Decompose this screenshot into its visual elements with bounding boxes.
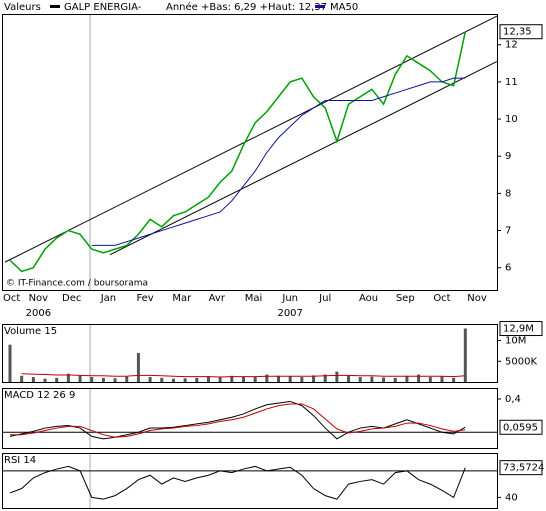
y-tick-label: 0,4 <box>505 394 521 405</box>
x-tick-label: Fev <box>136 293 153 304</box>
x-tick-label: Nov <box>467 293 487 304</box>
volume-bar <box>405 375 409 382</box>
last-value-box <box>499 24 543 40</box>
last-value-label: 12,9M <box>503 324 534 335</box>
series-line <box>91 77 466 246</box>
series-line <box>9 400 466 440</box>
volume-bar <box>241 376 245 382</box>
volume-bar <box>265 374 269 382</box>
volume-frame <box>2 324 498 383</box>
year-label: 2006 <box>26 308 51 319</box>
y-tick-label: 5000K <box>505 356 537 367</box>
volume-bar <box>206 376 210 382</box>
y-tick-label: 9 <box>505 151 511 162</box>
volume-bar <box>8 344 12 382</box>
x-tick-label: Jun <box>281 293 298 304</box>
volume-bar <box>323 374 327 382</box>
legend-label: MA50 <box>330 2 358 13</box>
volume-bar <box>90 377 94 382</box>
x-tick-label: Jan <box>100 293 116 304</box>
volume-bar <box>312 375 316 382</box>
volume-bar <box>358 377 362 382</box>
y-tick-label: 10M <box>505 336 526 347</box>
volume-bar <box>55 377 59 382</box>
volume-bar <box>78 375 82 382</box>
trend-line <box>4 15 498 263</box>
volume-bar <box>66 373 70 382</box>
panel-title: Volume 15 <box>4 326 57 337</box>
volume-bar <box>428 377 432 382</box>
volume-bar <box>417 374 421 382</box>
series-line <box>10 403 466 438</box>
legend-swatch <box>315 5 325 8</box>
last-value-label: 0,0595 <box>503 422 538 433</box>
x-tick-label: Dec <box>62 293 81 304</box>
x-tick-label: Sep <box>396 293 415 304</box>
volume-bar <box>300 377 304 382</box>
volume-bar <box>195 377 199 382</box>
x-tick-label: Avr <box>209 293 226 304</box>
x-tick-label: Oct <box>3 293 20 304</box>
year-label: 2007 <box>277 308 302 319</box>
x-tick-label: Mar <box>172 293 192 304</box>
series-line <box>9 31 467 273</box>
volume-bar <box>370 376 374 382</box>
volume-bar <box>347 375 351 382</box>
x-tick-label: Oct <box>433 293 450 304</box>
volume-bar <box>136 352 140 382</box>
volume-bar <box>125 376 129 382</box>
last-value-box <box>499 460 543 476</box>
watermark: © IT-Finance.com / boursorama <box>6 279 148 289</box>
y-tick-label: 8 <box>505 188 511 199</box>
volume-bar <box>113 378 117 382</box>
volume-bar <box>31 377 35 382</box>
last-value-box <box>499 321 543 337</box>
y-tick-label: 12 <box>505 40 518 51</box>
volume-bar <box>171 378 175 382</box>
volume-bar <box>20 375 24 382</box>
volume-bar <box>160 377 164 382</box>
volume-bar <box>218 377 222 382</box>
volume-bar <box>463 328 467 382</box>
legend-swatch <box>50 5 60 8</box>
chart-title: Valeurs <box>4 2 41 13</box>
last-value-label: 12,35 <box>503 27 532 38</box>
trend-line <box>109 61 498 256</box>
y-tick-label: 40 <box>505 492 518 503</box>
y-tick-label: 10 <box>505 114 518 125</box>
price-frame <box>2 14 498 291</box>
subtitle: Année +Bas: 6,29 +Haut: 12,37 <box>166 1 327 13</box>
series-line <box>21 373 466 378</box>
series-line <box>9 465 466 500</box>
x-tick-label: Aou <box>359 293 378 304</box>
last-value-box <box>499 419 543 435</box>
volume-bar <box>101 377 105 382</box>
volume-bar <box>43 378 47 382</box>
x-tick-label: Mai <box>245 293 263 304</box>
macd-frame <box>2 388 498 449</box>
volume-bar <box>335 371 339 382</box>
legend-label: GALP ENERGIA- <box>64 2 142 13</box>
y-tick-label: 11 <box>505 77 518 88</box>
volume-bar <box>148 377 152 382</box>
panel-title: MACD 12 26 9 <box>4 390 75 401</box>
volume-bar <box>277 375 281 382</box>
volume-bar <box>253 377 257 382</box>
volume-bar <box>183 378 187 382</box>
volume-bar <box>393 377 397 382</box>
volume-bar <box>288 376 292 382</box>
x-tick-label: Nov <box>29 293 49 304</box>
y-tick-label: 6 <box>505 263 511 274</box>
volume-bar <box>382 377 386 382</box>
last-value-label: 73,5724 <box>503 463 544 474</box>
rsi-frame <box>2 453 498 509</box>
x-tick-label: Jul <box>318 293 331 304</box>
volume-bar <box>452 377 456 382</box>
y-tick-label: 7 <box>505 226 511 237</box>
volume-bar <box>440 376 444 382</box>
panel-title: RSI 14 <box>4 455 36 466</box>
volume-bar <box>230 375 234 382</box>
